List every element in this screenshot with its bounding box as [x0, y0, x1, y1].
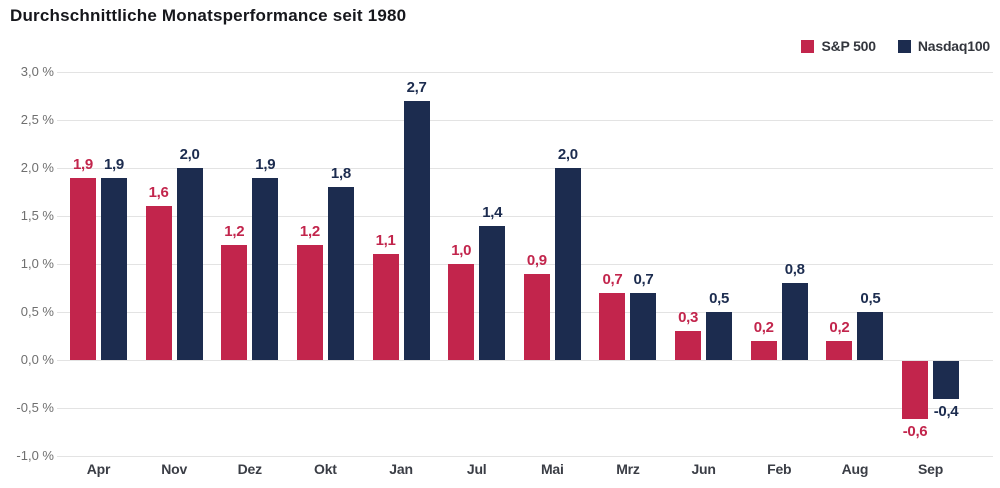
bar-value-sp500-mrz: 0,7 [602, 270, 623, 288]
bar-sp500-aug [826, 340, 853, 360]
bar-value-sp500-nov: 1,6 [148, 184, 169, 202]
y-tick-label: 0,0 % [20, 352, 54, 367]
y-gridline-2,0 [57, 168, 993, 169]
x-tick-label-mrz: Mrz [616, 461, 640, 477]
bar-sp500-jul [448, 264, 475, 360]
bar-value-nasdaq100-mrz: 0,7 [633, 270, 654, 288]
legend-swatch-nasdaq100 [897, 39, 911, 53]
y-tick-label: -0,5 % [16, 400, 54, 415]
bar-nasdaq100-okt [327, 187, 354, 360]
y-gridline-3,0 [57, 72, 993, 73]
bar-sp500-jan [372, 254, 399, 360]
bar-nasdaq100-nov [176, 168, 203, 360]
x-tick-label-okt: Okt [314, 461, 337, 477]
legend-label-nasdaq100: Nasdaq100 [917, 38, 990, 54]
bar-nasdaq100-jan [403, 100, 430, 360]
bar-value-sp500-mai: 0,9 [526, 251, 547, 269]
y-tick-label: 1,0 % [20, 256, 54, 271]
bar-value-sp500-jul: 1,0 [451, 242, 472, 259]
y-tick-label: 2,0 % [20, 160, 54, 175]
bar-value-sp500-aug: 0,2 [829, 318, 850, 336]
bar-nasdaq100-jun [706, 312, 733, 360]
bar-value-nasdaq100-okt: 1,8 [330, 165, 351, 183]
bar-nasdaq100-aug [857, 312, 884, 360]
bar-value-nasdaq100-jul: 1,4 [482, 203, 503, 221]
bar-value-nasdaq100-jan: 2,7 [406, 78, 427, 96]
x-tick-label-aug: Aug [841, 461, 869, 477]
bar-nasdaq100-apr [101, 177, 127, 360]
bar-nasdaq100-mrz [630, 292, 657, 360]
bar-nasdaq100-sep [933, 361, 960, 400]
bar-value-sp500-dez: 1,2 [224, 222, 245, 240]
bar-sp500-sep [902, 361, 929, 419]
x-tick-label-jun: Jun [691, 461, 716, 477]
y-tick-label: 0,5 % [20, 304, 54, 319]
bar-value-sp500-jun: 0,3 [678, 309, 699, 327]
y-gridline-1,0 [57, 264, 993, 265]
y-gridline-2,5 [57, 120, 993, 121]
bar-sp500-nov [145, 206, 172, 360]
bar-value-sp500-okt: 1,2 [299, 222, 320, 240]
y-tick-label: 3,0 % [20, 64, 54, 79]
bar-value-nasdaq100-mai: 2,0 [557, 146, 578, 163]
legend-swatch-sp500 [801, 39, 815, 53]
x-tick-label-mai: Mai [540, 461, 564, 477]
bar-value-nasdaq100-jun: 0,5 [709, 290, 730, 307]
bar-nasdaq100-feb [781, 283, 808, 360]
bar-nasdaq100-mai [554, 168, 581, 360]
x-tick-label-apr: Apr [86, 461, 111, 477]
x-tick-label-nov: Nov [161, 461, 188, 477]
chart-title: Durchschnittliche Monatsperformance seit… [10, 6, 407, 25]
x-tick-label-jul: Jul [466, 461, 487, 477]
bar-value-sp500-jan: 1,1 [375, 232, 396, 250]
x-tick-label-sep: Sep [917, 461, 944, 477]
y-gridline-0,0 [57, 360, 993, 361]
bar-sp500-jun [675, 331, 702, 360]
y-tick-label: 1,5 % [20, 208, 54, 223]
bar-value-nasdaq100-feb: 0,8 [784, 261, 805, 279]
bar-sp500-okt [296, 244, 323, 360]
bar-value-nasdaq100-sep: -0,4 [933, 403, 959, 421]
bar-value-nasdaq100-aug: 0,5 [860, 290, 881, 307]
bar-nasdaq100-jul [479, 225, 506, 360]
bar-sp500-apr [70, 177, 96, 360]
bar-sp500-mai [523, 273, 550, 360]
legend: S&P 500 Nasdaq100 [801, 38, 990, 54]
y-gridline--1,0 [57, 456, 993, 457]
bar-value-sp500-sep: -0,6 [902, 422, 928, 440]
bar-value-sp500-feb: 0,2 [753, 318, 774, 336]
bar-value-nasdaq100-dez: 1,9 [255, 155, 276, 173]
bar-value-nasdaq100-nov: 2,0 [179, 146, 200, 163]
bar-value-sp500-apr: 1,9 [73, 155, 93, 173]
legend-item-sp500: S&P 500 [801, 38, 876, 54]
legend-label-sp500: S&P 500 [821, 38, 876, 54]
bar-sp500-dez [221, 244, 248, 360]
legend-item-nasdaq100: Nasdaq100 [897, 38, 990, 54]
bar-sp500-mrz [599, 292, 626, 360]
bar-value-nasdaq100-apr: 1,9 [104, 155, 124, 173]
bar-sp500-feb [750, 340, 777, 360]
y-gridline--0,5 [57, 408, 993, 409]
x-tick-label-feb: Feb [767, 461, 792, 477]
x-tick-label-jan: Jan [389, 461, 413, 477]
bar-nasdaq100-dez [252, 177, 279, 360]
y-tick-label: 2,5 % [20, 112, 54, 127]
y-tick-label: -1,0 % [16, 448, 54, 463]
y-gridline-1,5 [57, 216, 993, 217]
x-tick-label-dez: Dez [237, 461, 262, 477]
